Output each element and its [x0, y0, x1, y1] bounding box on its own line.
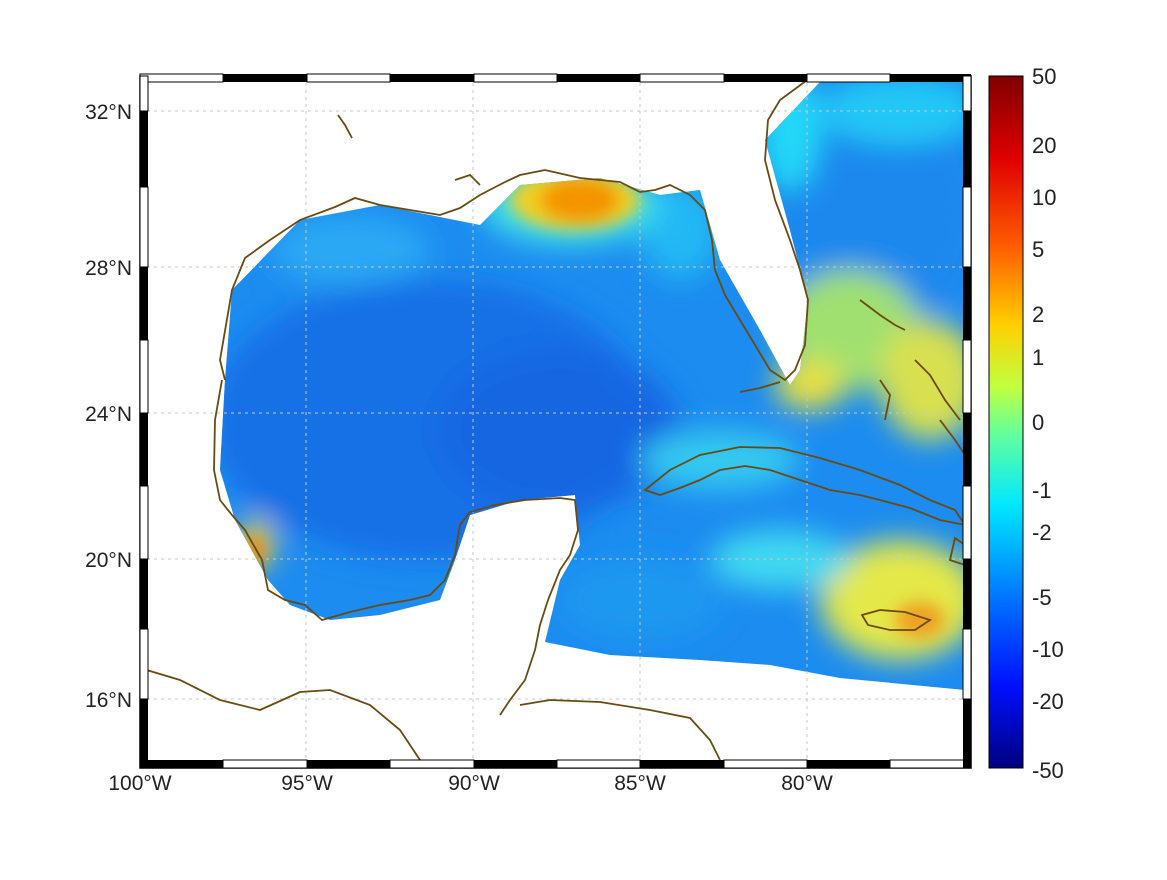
colorbar-label-5: 5: [1032, 237, 1044, 262]
lon-label-85w: 85°W: [614, 772, 666, 795]
lat-label-16n: 16°N: [85, 689, 132, 712]
colorbar: 50 20 10 5 2 1 0 -1 -2 -5 -10 -20 -50: [988, 64, 1064, 783]
lat-label-32n: 32°N: [85, 101, 132, 124]
graticule-grid: [140, 76, 971, 768]
lat-label-24n: 24°N: [85, 403, 132, 426]
colorbar-label-minus-50: -50: [1032, 758, 1064, 783]
lat-label-20n: 20°N: [85, 549, 132, 572]
colorbar-label-minus-1: -1: [1032, 478, 1052, 503]
lon-label-100w: 100°W: [108, 772, 171, 795]
map-frame: [139, 73, 972, 769]
lon-label-90w: 90°W: [448, 772, 500, 795]
colorbar-label-minus-2: -2: [1032, 520, 1052, 545]
latitude-axis: 32°N 28°N 24°N 20°N 16°N: [85, 101, 132, 712]
lon-label-95w: 95°W: [281, 772, 333, 795]
coastlines: [140, 77, 967, 761]
sea-data-field: [220, 82, 965, 690]
colorbar-label-0: 0: [1032, 410, 1044, 435]
colorbar-label-2: 2: [1032, 302, 1044, 327]
colorbar-label-minus-10: -10: [1032, 637, 1064, 662]
longitude-axis: 100°W 95°W 90°W 85°W 80°W: [108, 772, 833, 795]
colorbar-label-1: 1: [1032, 345, 1044, 370]
colorbar-label-minus-20: -20: [1032, 689, 1064, 714]
colorbar-gradient: [988, 75, 1024, 769]
colorbar-label-10: 10: [1032, 185, 1056, 210]
colorbar-label-minus-5: -5: [1032, 585, 1052, 610]
lat-label-28n: 28°N: [85, 257, 132, 280]
colorbar-label-20: 20: [1032, 133, 1056, 158]
lon-label-80w: 80°W: [781, 772, 833, 795]
colorbar-label-50: 50: [1032, 64, 1056, 89]
